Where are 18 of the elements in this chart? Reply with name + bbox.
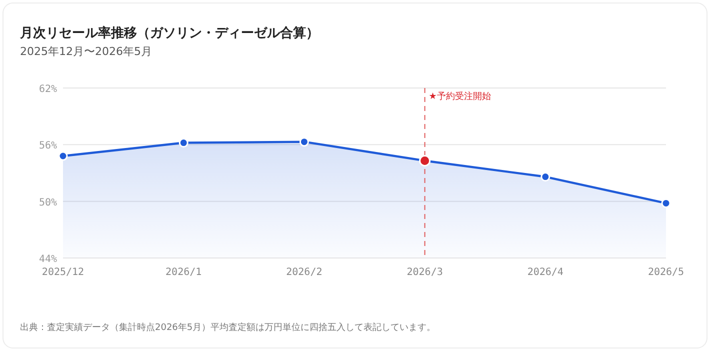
y-tick-label: 62% <box>38 84 57 95</box>
x-tick-label: 2026/1 <box>166 267 202 278</box>
x-tick-label: 2025/12 <box>42 267 84 278</box>
source-note: 出典：査定実績データ（集計時点2026年5月）平均査定額は万円単位に四捨五入して表記しています。 <box>20 322 436 333</box>
point <box>58 151 68 161</box>
point <box>178 138 188 148</box>
y-tick-label: 56% <box>38 140 57 152</box>
x-tick-label: 2026/4 <box>527 267 564 278</box>
x-tick-label: 2026/3 <box>406 267 443 278</box>
point <box>299 137 309 147</box>
point <box>540 172 550 182</box>
x-tick-label: 2026/2 <box>286 267 322 278</box>
chart-title: 月次リセール率推移（ガソリン・ディーゼル合算） <box>19 25 319 41</box>
y-tick-label: 50% <box>38 197 57 208</box>
chart-subtitle: 2025年12月〜2026年5月 <box>20 45 152 58</box>
y-tick-label: 44% <box>38 254 57 265</box>
ref-line-label: ★予約受注開始 <box>428 91 491 102</box>
x-tick-label: 2026/5 <box>648 267 684 278</box>
